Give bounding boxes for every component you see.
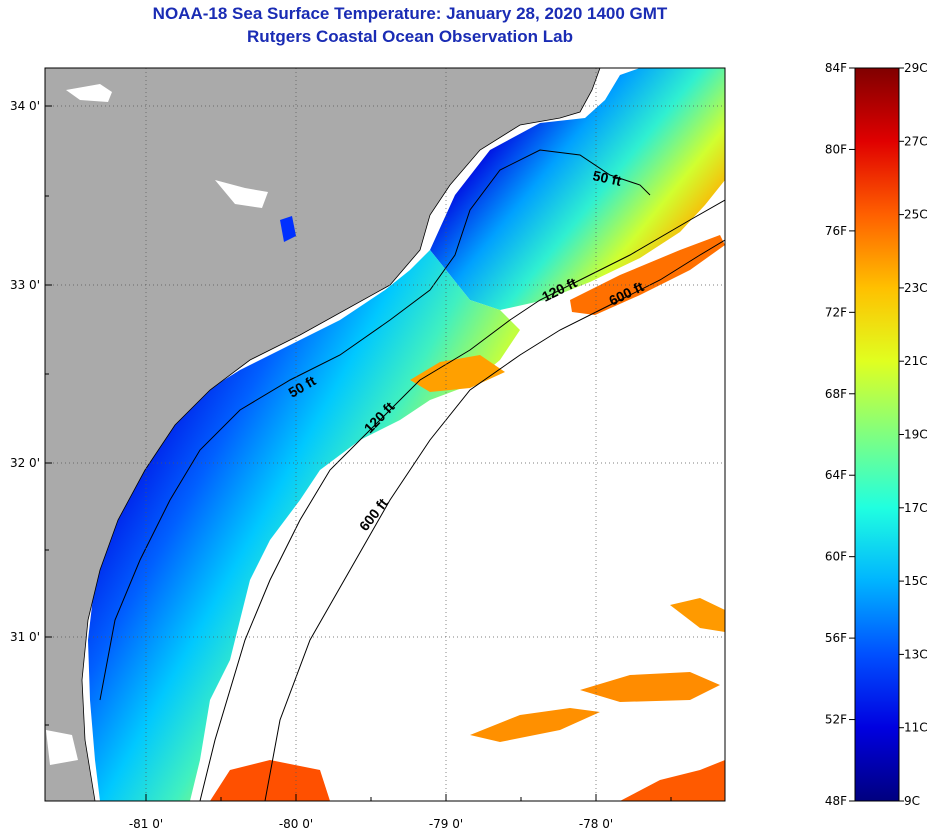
colorbar-c-label: 21C	[904, 354, 928, 368]
inland-cloud-2	[215, 180, 268, 208]
colorbar-celsius-labels: 29C 27C 25C 23C 21C 19C 17C 15C 13C 11C 9C	[899, 61, 928, 808]
colorbar-f-label: 68F	[825, 387, 847, 401]
colorbar-c-label: 11C	[904, 721, 928, 735]
lat-tick-label: 31 0'	[10, 630, 40, 644]
colorbar-f-label: 64F	[825, 468, 847, 482]
colorbar-f-label: 56F	[825, 631, 847, 645]
graticule	[45, 68, 725, 801]
colorbar-c-label: 17C	[904, 501, 928, 515]
colorbar-fahrenheit-labels: 84F 80F 76F 72F 68F 64F 60F 56F 52F 48F	[825, 61, 855, 808]
plot-frame	[44, 67, 726, 802]
land-mass	[45, 68, 601, 801]
colorbar-c-label: 15C	[904, 574, 928, 588]
colorbar-c-label: 19C	[904, 428, 928, 442]
warm-patch-mid	[410, 355, 505, 392]
isobath-120ft	[199, 199, 725, 801]
colorbar-c-label: 25C	[904, 208, 928, 222]
colorbar-c-label: 13C	[904, 647, 928, 661]
colorbar-f-label: 60F	[825, 550, 847, 564]
colorbar-c-label: 9C	[904, 794, 920, 808]
warm-patch-north	[570, 235, 725, 315]
lat-tick-label: 32 0'	[10, 456, 40, 470]
warm-patch-offshore-3	[670, 598, 725, 632]
lon-tick-label: -78 0'	[579, 817, 613, 831]
warm-patch-south	[210, 760, 330, 801]
colorbar-f-label: 80F	[825, 142, 847, 156]
inland-cloud-1	[66, 84, 112, 102]
lat-tick-label: 34 0'	[10, 99, 40, 113]
colorbar-c-label: 23C	[904, 281, 928, 295]
lon-tick-label: -80 0'	[279, 817, 313, 831]
map-title: NOAA-18 Sea Surface Temperature: January…	[152, 4, 668, 23]
colorbar-c-label: 29C	[904, 61, 928, 75]
warm-patch-offshore-1	[470, 708, 600, 742]
contour-label-50ft-north: 50 ft	[591, 167, 623, 189]
colorbar-f-label: 84F	[825, 61, 847, 75]
isobath-50ft	[99, 149, 651, 701]
colorbar-f-label: 48F	[825, 794, 847, 808]
map-subtitle: Rutgers Coastal Ocean Observation Lab	[247, 27, 573, 46]
lon-tick-label: -81 0'	[129, 817, 163, 831]
warm-patch-southeast	[620, 760, 725, 801]
warm-patch-offshore-2	[580, 672, 720, 702]
colorbar-c-label: 27C	[904, 134, 928, 148]
lon-tick-label: -79 0'	[429, 817, 463, 831]
inland-cloud-3	[46, 730, 78, 765]
axis-ticks	[45, 105, 672, 801]
colorbar-f-label: 76F	[825, 224, 847, 238]
colorbar	[854, 67, 900, 802]
isobath-600ft	[264, 239, 725, 801]
lat-tick-label: 33 0'	[10, 278, 40, 292]
sst-field-north	[430, 68, 725, 310]
inland-lake	[280, 216, 296, 242]
colorbar-f-label: 72F	[825, 305, 847, 319]
colorbar-f-label: 52F	[825, 713, 847, 727]
